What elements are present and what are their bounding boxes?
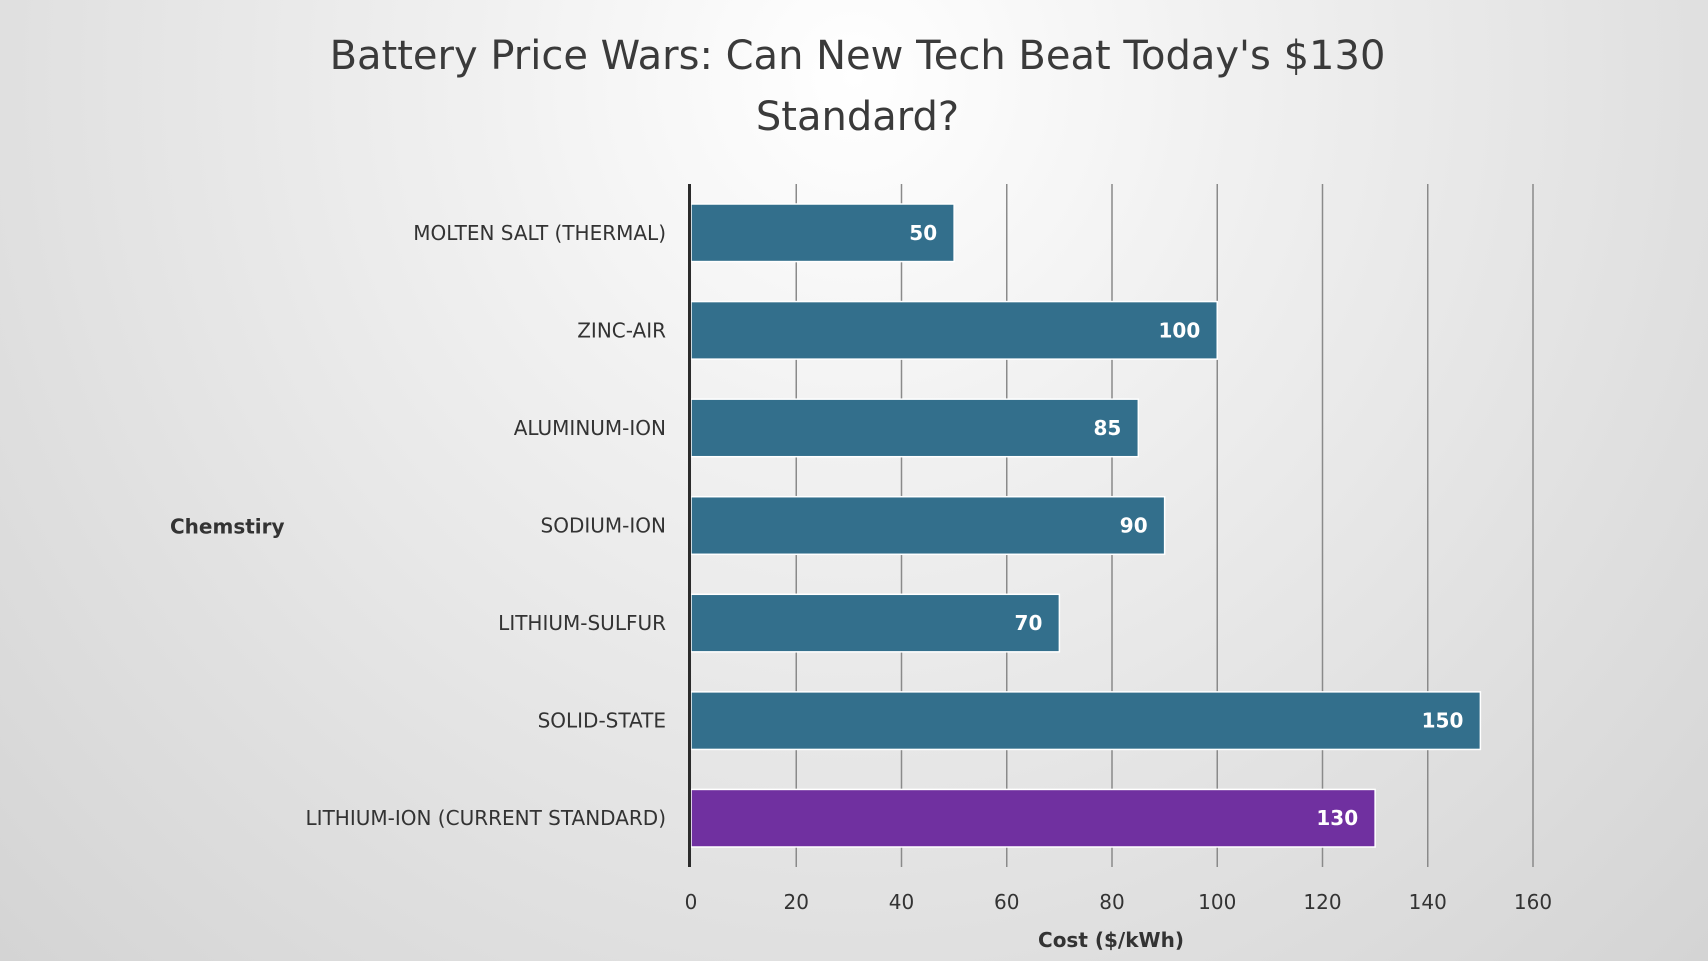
data-label: 130 [1316,806,1358,830]
data-label: 100 [1159,318,1201,342]
category-label: SODIUM-ION [541,514,666,538]
x-tick-label: 0 [685,890,698,914]
x-tick-label: 160 [1514,890,1552,914]
chart-title: Battery Price Wars: Can New Tech Beat To… [329,33,1386,140]
bar [690,691,1482,751]
category-label: LITHIUM-SULFUR [498,611,666,635]
bar [690,398,1140,458]
data-label: 150 [1422,709,1464,733]
category-label: SOLID-STATE [538,709,666,733]
x-tick-label: 140 [1409,890,1447,914]
x-tick-label: 80 [1099,890,1124,914]
data-label: 90 [1120,514,1148,538]
bars: 50 100 85 90 70 150 130 [690,203,1482,848]
bar [690,203,955,263]
x-tick-label: 120 [1303,890,1341,914]
category-labels: MOLTEN SALT (THERMAL) ZINC-AIR ALUMINUM-IO… [306,221,667,830]
x-tick-label: 40 [889,890,914,914]
category-label: ALUMINUM-ION [514,416,666,440]
x-axis-title: Cost ($/kWh) [1038,928,1184,952]
x-tick-label: 20 [784,890,809,914]
x-tick-label: 100 [1198,890,1236,914]
category-label: ZINC-AIR [577,318,666,342]
bar [690,300,1218,360]
bar [690,495,1166,556]
bar [690,593,1061,653]
bar [690,788,1376,848]
x-tick-labels: 0 20 40 60 80 100 120 140 160 [685,890,1552,914]
data-label: 50 [909,221,937,245]
y-axis-title: Chemstiry [170,515,285,539]
x-tick-label: 60 [994,890,1019,914]
data-label: 85 [1093,416,1121,440]
data-label: 70 [1015,611,1043,635]
category-label: MOLTEN SALT (THERMAL) [413,221,666,245]
category-label: LITHIUM-ION (CURRENT STANDARD) [306,806,666,830]
